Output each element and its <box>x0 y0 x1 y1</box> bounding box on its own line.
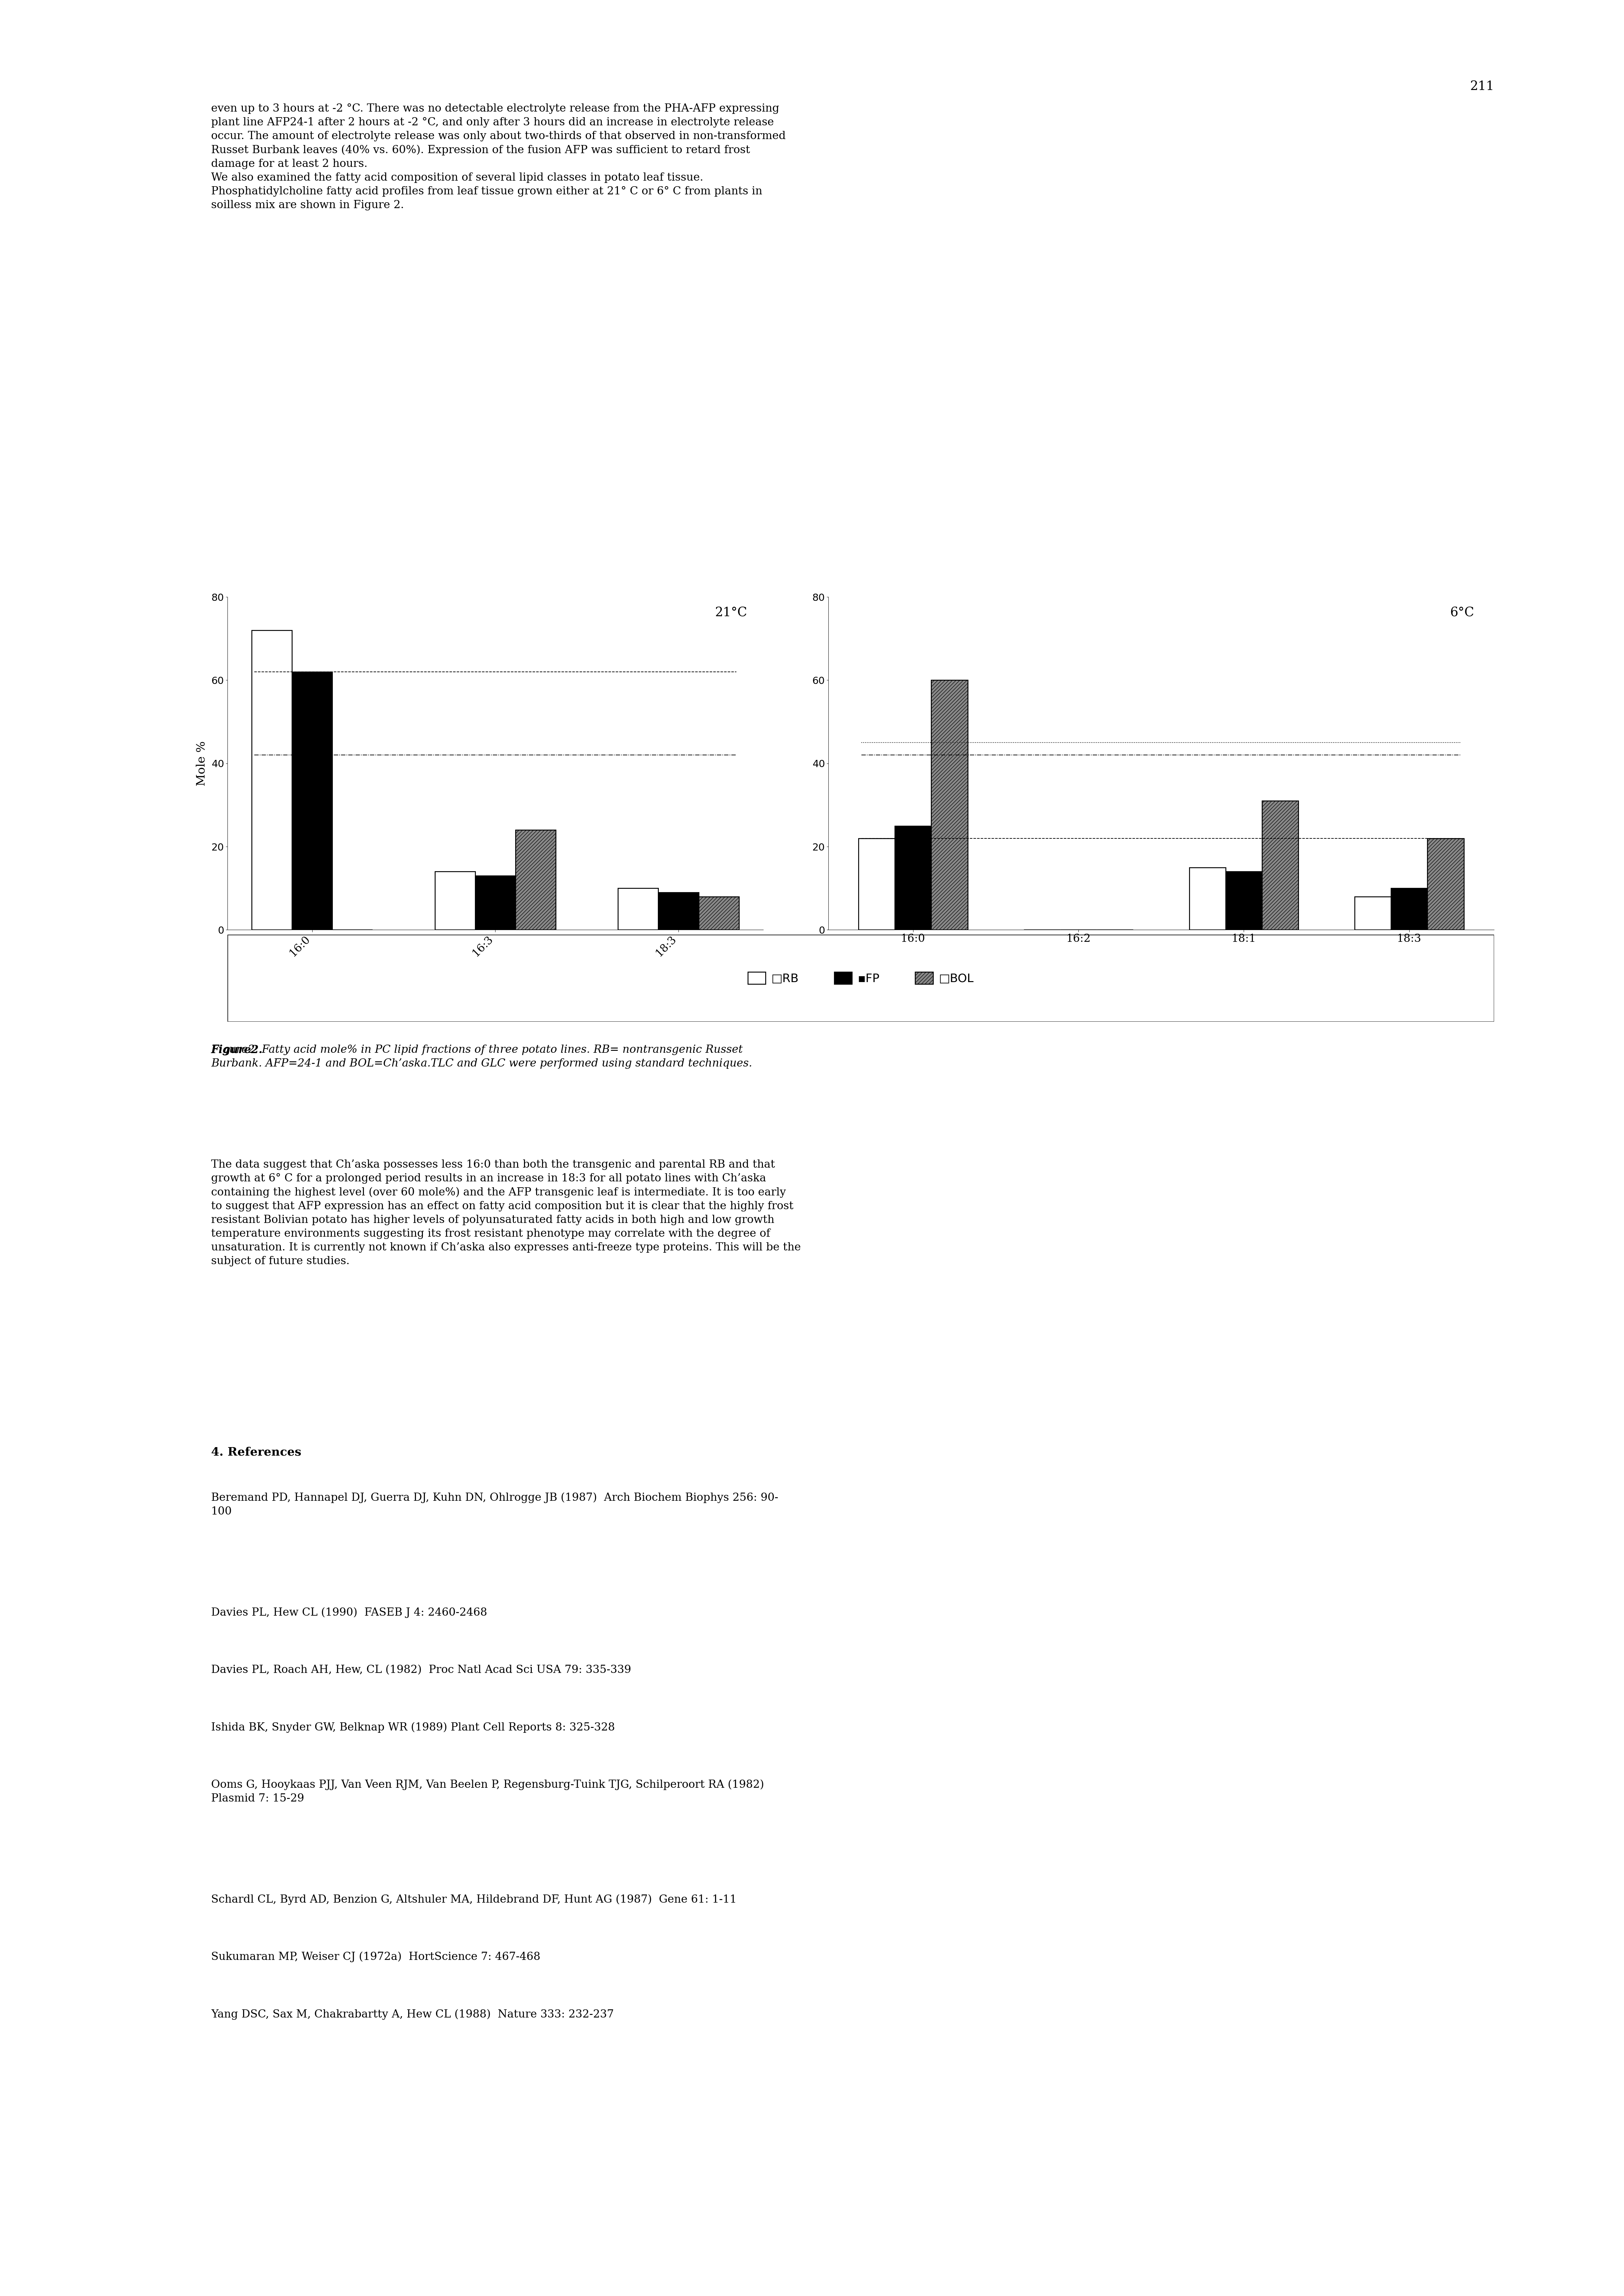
Bar <box>435 872 476 930</box>
Text: Ooms G, Hooykaas PJJ, Van Veen RJM, Van Beelen P, Regensburg-Tuink TJG, Schilper: Ooms G, Hooykaas PJJ, Van Veen RJM, Van … <box>211 1779 763 1805</box>
Bar <box>1427 838 1463 930</box>
Text: Davies PL, Roach AH, Hew, CL (1982)  Proc Natl Acad Sci USA 79: 335-339: Davies PL, Roach AH, Hew, CL (1982) Proc… <box>211 1665 632 1676</box>
Bar <box>1392 889 1427 930</box>
Text: 4. References: 4. References <box>211 1446 302 1458</box>
Text: 211: 211 <box>1470 80 1494 92</box>
Bar <box>1262 801 1299 930</box>
Bar <box>619 889 658 930</box>
Text: Figure2.: Figure2. <box>211 1045 263 1056</box>
Text: 6°C: 6°C <box>1450 606 1475 620</box>
Bar <box>476 875 515 930</box>
Text: Figure2. Fatty acid mole% in PC lipid fractions of three potato lines. RB= nontr: Figure2. Fatty acid mole% in PC lipid fr… <box>211 1045 752 1070</box>
Bar <box>1189 868 1226 930</box>
Bar <box>1354 898 1392 930</box>
Text: Schardl CL, Byrd AD, Benzion G, Altshuler MA, Hildebrand DF, Hunt AG (1987)  Gen: Schardl CL, Byrd AD, Benzion G, Altshule… <box>211 1894 737 1906</box>
Bar <box>515 831 555 930</box>
Bar <box>931 680 968 930</box>
Bar <box>1226 872 1262 930</box>
Bar <box>292 673 333 930</box>
Legend: □RB, ▪FP, □BOL: □RB, ▪FP, □BOL <box>742 967 979 990</box>
Text: 21°C: 21°C <box>715 606 747 620</box>
Text: The data suggest that Ch’aska possesses less 16:0 than both the transgenic and p: The data suggest that Ch’aska possesses … <box>211 1159 801 1267</box>
Bar <box>658 893 698 930</box>
Text: Yang DSC, Sax M, Chakrabartty A, Hew CL (1988)  Nature 333: 232-237: Yang DSC, Sax M, Chakrabartty A, Hew CL … <box>211 2009 614 2020</box>
Bar <box>698 898 739 930</box>
Text: Beremand PD, Hannapel DJ, Guerra DJ, Kuhn DN, Ohlrogge JB (1987)  Arch Biochem B: Beremand PD, Hannapel DJ, Guerra DJ, Kuh… <box>211 1492 778 1518</box>
Bar <box>895 827 931 930</box>
Text: Ishida BK, Snyder GW, Belknap WR (1989) Plant Cell Reports 8: 325-328: Ishida BK, Snyder GW, Belknap WR (1989) … <box>211 1722 615 1733</box>
Bar <box>859 838 895 930</box>
Y-axis label: Mole %: Mole % <box>197 742 206 785</box>
Bar <box>252 629 292 930</box>
Text: even up to 3 hours at -2 °C. There was no detectable electrolyte release from th: even up to 3 hours at -2 °C. There was n… <box>211 103 786 211</box>
Text: Sukumaran MP, Weiser CJ (1972a)  HortScience 7: 467-468: Sukumaran MP, Weiser CJ (1972a) HortScie… <box>211 1952 541 1963</box>
Text: Davies PL, Hew CL (1990)  FASEB J 4: 2460-2468: Davies PL, Hew CL (1990) FASEB J 4: 2460… <box>211 1607 487 1619</box>
